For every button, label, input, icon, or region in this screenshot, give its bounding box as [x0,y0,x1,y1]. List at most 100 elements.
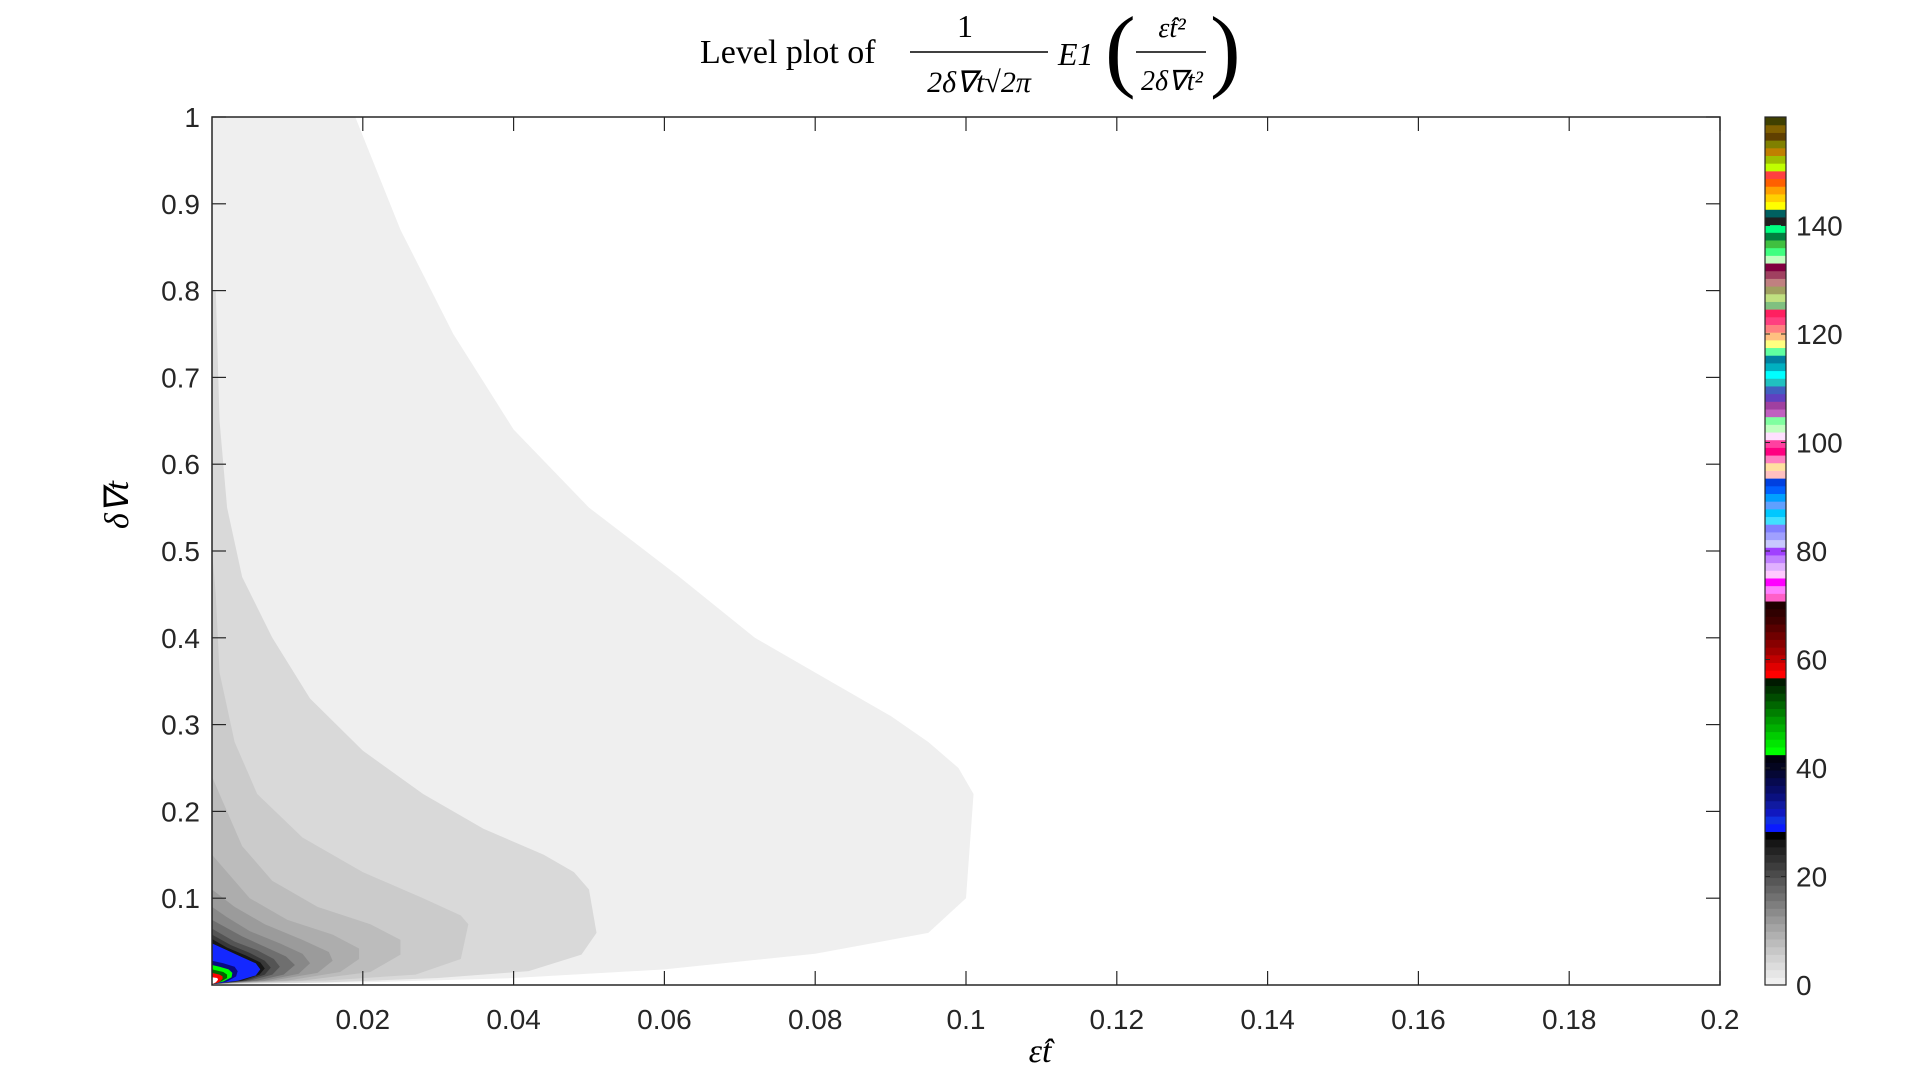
contour-region-3 [212,551,469,985]
y-tick-label: 0.6 [161,449,200,480]
colorbar-tick-label: 80 [1796,536,1827,567]
colorbar-ticks: 0 20 40 60 80 100 120 140 [1765,211,1843,1001]
title-close-paren: ) [1210,0,1241,100]
colorbar-band [1765,439,1786,448]
contour-regions [212,117,974,985]
colorbar-band [1765,547,1786,556]
colorbar-band [1765,493,1786,502]
x-tick-label: 0.14 [1240,1004,1295,1035]
colorbar-band [1765,685,1786,694]
colorbar-band [1765,293,1786,302]
title-prefix: Level plot of [700,34,876,71]
colorbar-band [1765,239,1786,249]
colorbar-band [1765,854,1786,863]
colorbar-band [1765,708,1786,717]
colorbar-band [1765,447,1786,456]
colorbar-band [1765,516,1786,525]
colorbar-band [1765,140,1786,149]
y-tick-label: 0.7 [161,362,200,393]
colorbar-band [1765,593,1786,602]
colorbar-band [1765,769,1786,779]
colorbar-band [1765,255,1786,264]
colorbar-band [1765,816,1786,825]
colorbar-band [1765,186,1786,195]
colorbar-tick-label: 120 [1796,319,1843,350]
colorbar-band [1765,562,1786,571]
title-argument-numerator: ε̂t² [1158,13,1186,44]
colorbar-band [1765,762,1786,771]
colorbar-band [1765,570,1786,579]
colorbar-band [1765,347,1786,356]
y-tick-label: 0.5 [161,536,200,567]
colorbar-band [1765,170,1786,180]
title-fraction-numerator: 1 [957,8,973,44]
colorbar-band [1765,209,1786,218]
title-open-paren: ( [1105,0,1136,100]
colorbar-tick-label: 0 [1796,970,1812,1001]
y-tick-label: 1 [184,102,200,133]
colorbar-band [1765,124,1786,133]
colorbar-band [1765,408,1786,418]
colorbar-band [1765,132,1786,141]
colorbar-band [1765,639,1786,648]
colorbar-band [1765,623,1786,633]
colorbar-band [1765,731,1786,740]
colorbar-band [1765,954,1786,963]
colorbar-band [1765,647,1786,656]
colorbar-band [1765,462,1786,471]
colorbar-band [1765,393,1786,402]
colorbar-band [1765,270,1786,279]
colorbar-band [1765,554,1786,564]
colorbar-tick-label: 140 [1796,211,1843,242]
x-tick-label: 0.06 [637,1004,692,1035]
colorbar-band [1765,385,1786,395]
colorbar-band [1765,155,1786,164]
colorbar-band [1765,216,1786,226]
colorbar-band [1765,839,1786,848]
colorbar-band [1765,869,1786,879]
colorbar-band [1765,931,1786,940]
colorbar-band [1765,147,1786,157]
colorbar-band [1765,577,1786,587]
y-tick-label: 0.4 [161,623,200,654]
x-axis-label: ε̂t [1029,1033,1055,1070]
colorbar-band [1765,339,1786,349]
colorbar-band [1765,478,1786,487]
colorbar-band [1765,501,1786,510]
colorbar-band [1765,193,1786,203]
colorbar-band [1765,324,1786,333]
colorbar-band [1765,285,1786,295]
colorbar-band [1765,923,1786,932]
colorbar-band [1765,938,1786,948]
colorbar-band [1765,316,1786,325]
colorbar-band [1765,777,1786,786]
colorbar-band [1765,908,1786,917]
colorbar-band [1765,823,1786,832]
contour-region-17 [212,977,219,985]
colorbar-band [1765,885,1786,894]
colorbar-band [1765,670,1786,679]
colorbar-band [1765,416,1786,425]
y-tick-label: 0.2 [161,796,200,827]
plot-area: 0.02 0.04 0.06 0.08 0.1 0.12 0.14 0.16 0.18 0.2 0… [161,102,1739,1035]
colorbar-band [1765,915,1786,925]
colorbar-band [1765,969,1786,978]
colorbar-band [1765,301,1786,310]
colorbar-band [1765,739,1786,748]
colorbar-band [1765,808,1786,817]
colorbar-band [1765,608,1786,617]
colorbar-band [1765,362,1786,372]
title-argument-denominator: 2δ∇t² [1141,66,1204,97]
colorbar-band [1765,224,1786,233]
colorbar-band [1765,454,1786,464]
colorbar-band [1765,117,1786,126]
colorbar-band [1765,163,1786,172]
colorbar-band [1765,332,1786,341]
colorbar-tick-label: 40 [1796,753,1827,784]
colorbar-band [1765,792,1786,802]
colorbar-band [1765,370,1786,379]
colorbar-band [1765,800,1786,809]
colorbar-band [1765,654,1786,663]
colorbar-band [1765,485,1786,494]
colorbar-band [1765,785,1786,794]
